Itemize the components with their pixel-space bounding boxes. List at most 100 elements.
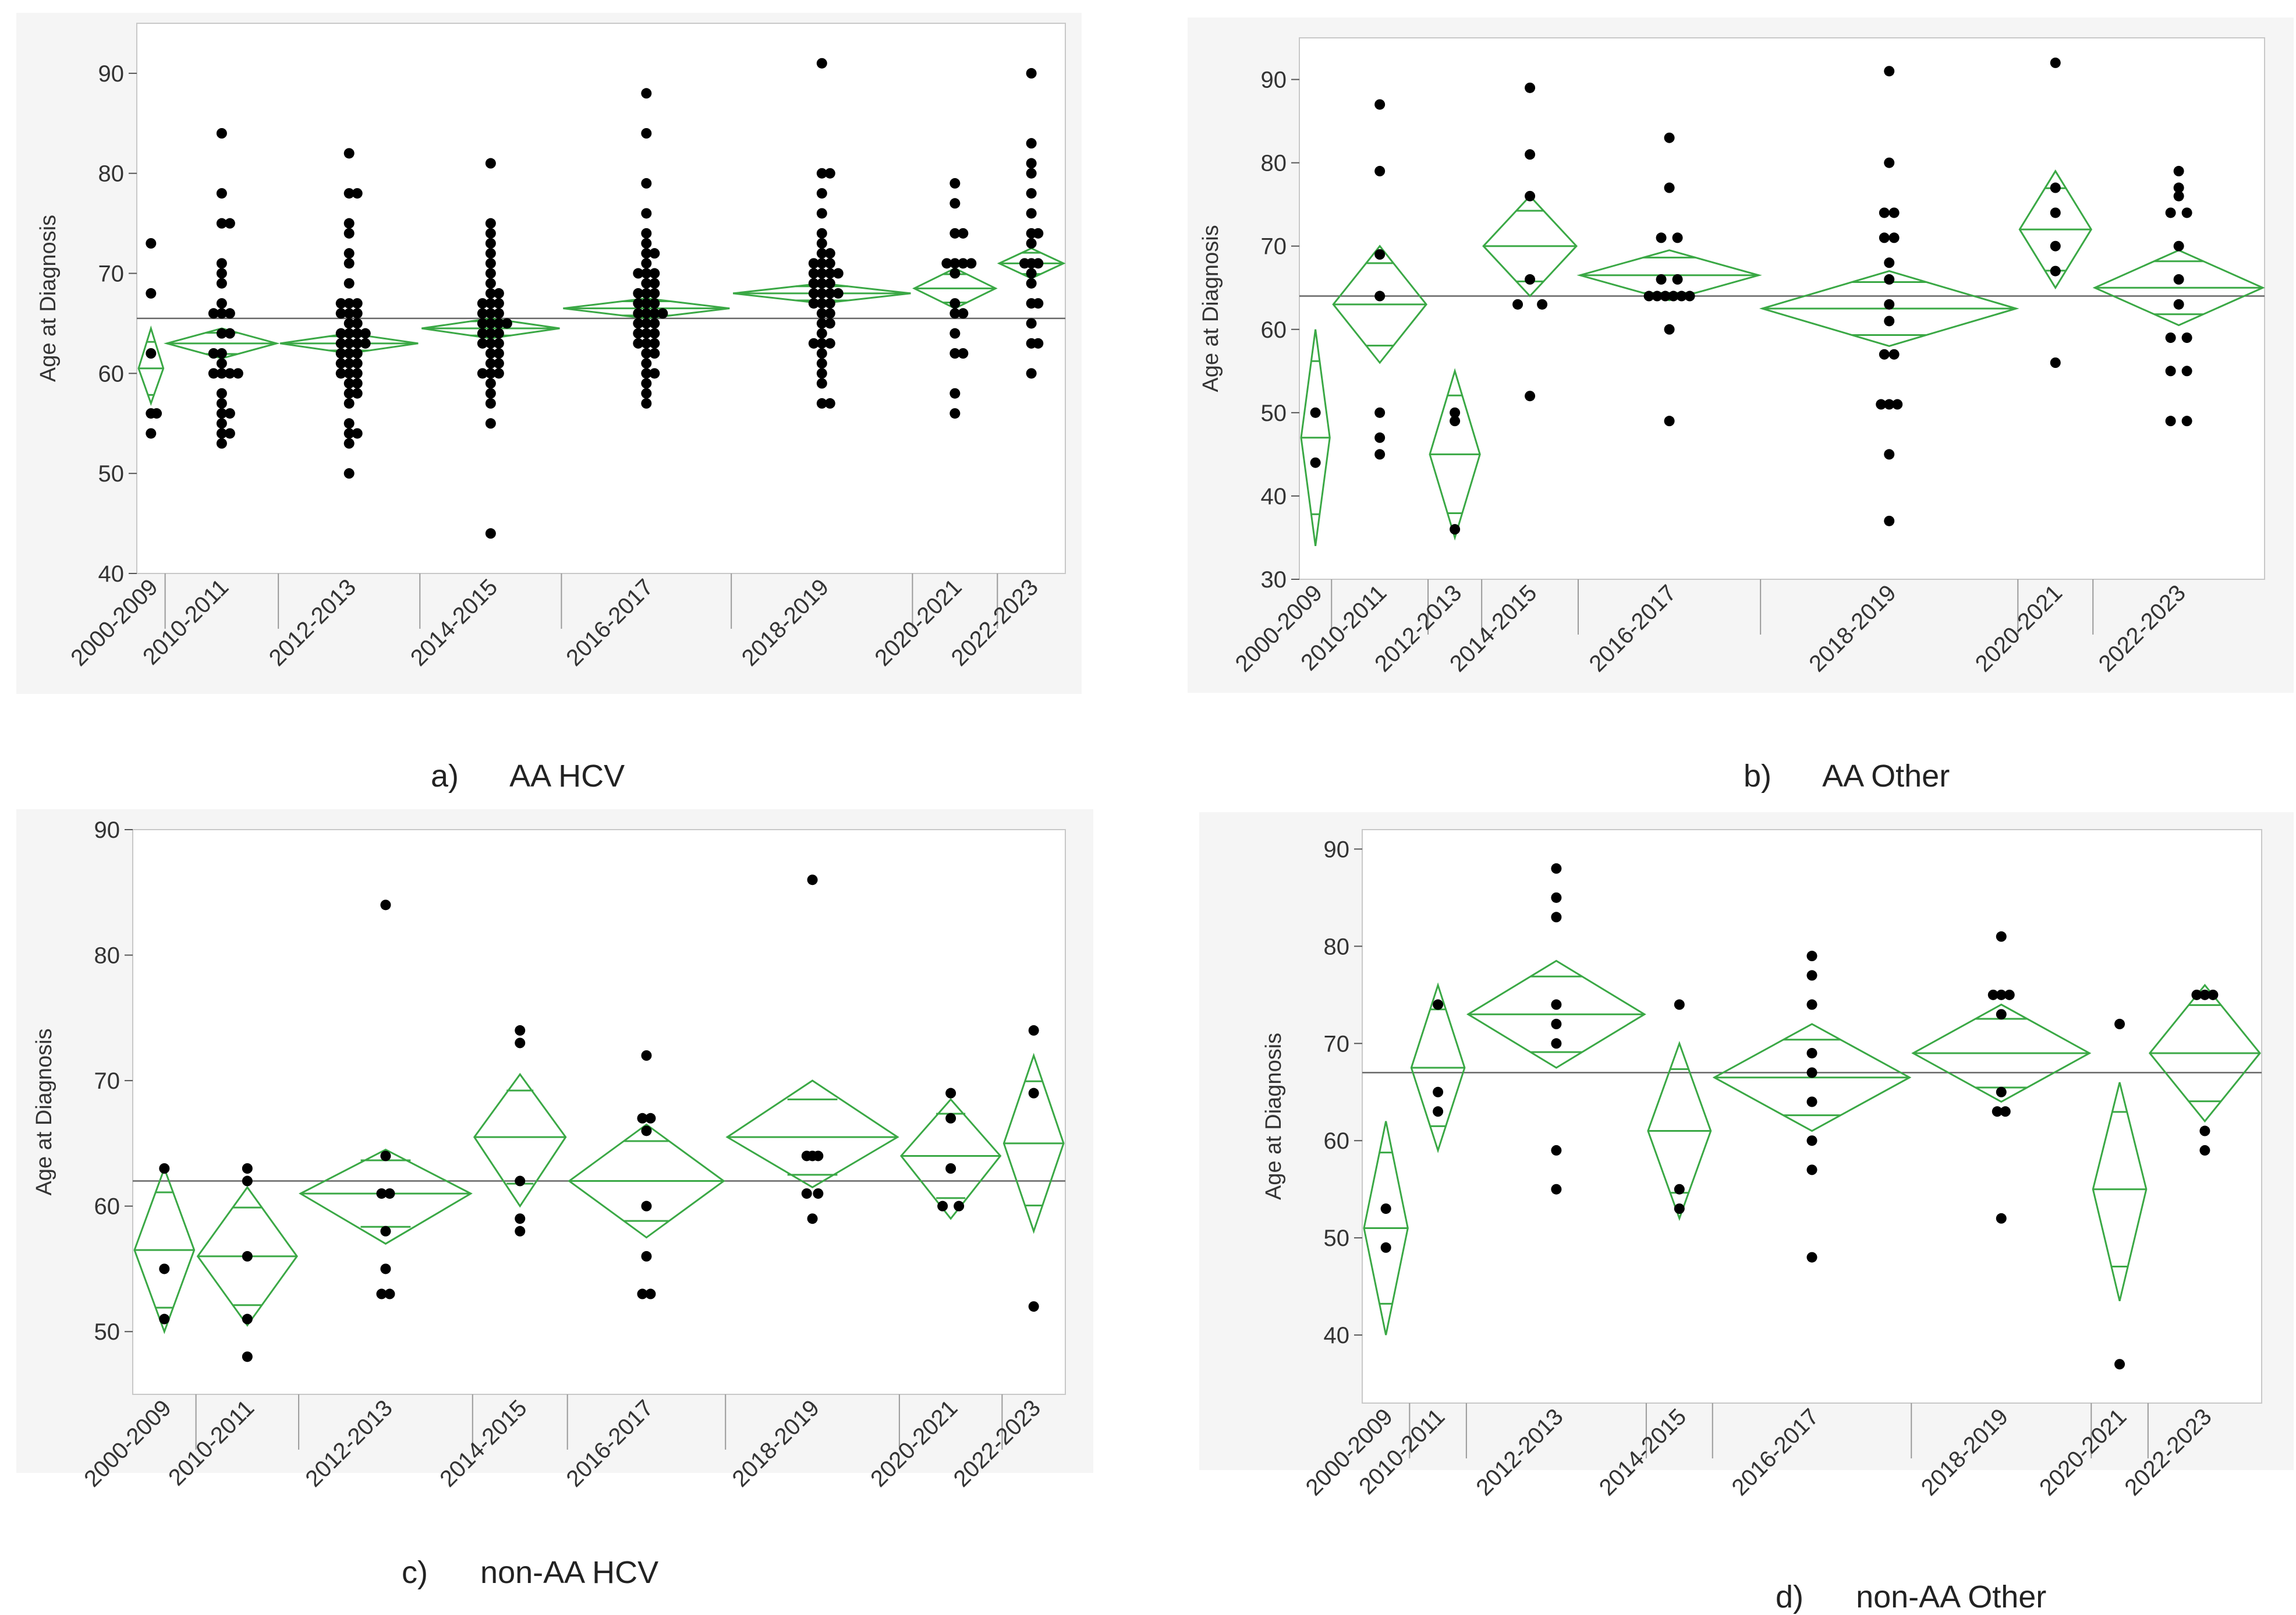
chart-a-data-point (335, 348, 346, 359)
caption-c: c) non-AA HCV (384, 1518, 658, 1591)
chart-a-data-point (1026, 278, 1037, 289)
chart-a-data-point (352, 378, 363, 389)
chart-a-data-point (335, 308, 346, 319)
chart-a-data-point (1026, 158, 1037, 169)
chart-a-data-point (649, 308, 660, 319)
chart-a-data-point (216, 328, 227, 339)
chart-a-data-point (493, 358, 504, 369)
chart-a-data-point (477, 368, 488, 379)
chart-a-data-point (1033, 258, 1044, 269)
chart-a-data-point (352, 318, 363, 329)
chart-a-data-point (335, 328, 346, 339)
chart-a-data-point (824, 258, 835, 269)
chart-a-data-point (216, 278, 227, 289)
chart-a-data-point (343, 218, 355, 229)
chart-a-data-point (816, 258, 827, 269)
chart-a-data-point (1026, 188, 1037, 199)
chart-a-data-point (633, 268, 644, 279)
chart-a-data-point (216, 268, 227, 279)
chart-a-data-point (649, 298, 660, 309)
chart-a-data-point (641, 348, 652, 359)
chart-a-data-point (208, 368, 219, 379)
chart-a-data-point (641, 178, 652, 189)
chart-a-data-point (824, 318, 835, 329)
chart-a-data-point (816, 288, 827, 299)
chart-a-data-point (208, 348, 219, 359)
chart-a-data-point (485, 268, 496, 279)
chart-a-data-point (1026, 238, 1037, 249)
chart-a-data-point (343, 438, 355, 449)
chart-a-data-point (816, 338, 827, 349)
chart-a-data-point (224, 408, 235, 419)
chart-a-data-point (335, 368, 346, 379)
chart-a-data-point (343, 378, 355, 389)
chart-a-data-point (352, 298, 363, 309)
chart-a-data-point (1026, 208, 1037, 219)
chart-a-data-point (633, 308, 644, 319)
chart-a-data-point (633, 318, 644, 329)
chart-a-data-point (641, 378, 652, 389)
chart-a-ytick-label: 50 (98, 461, 125, 487)
caption-a: a) AA HCV (413, 722, 625, 794)
chart-a-data-point (343, 188, 355, 199)
chart-a-data-point (216, 128, 227, 139)
chart-a-data-point (941, 258, 952, 269)
chart-a-data-point (352, 428, 363, 439)
chart-a-data-point (949, 258, 961, 269)
chart-a-data-point (641, 288, 652, 299)
chart-a-data-point (493, 328, 504, 339)
chart-a-data-point (816, 358, 827, 369)
chart-a-data-point (816, 348, 827, 359)
chart-a-data-point (352, 348, 363, 359)
chart-a-data-point (493, 368, 504, 379)
chart-a-data-point (485, 158, 496, 169)
chart-a-data-point (649, 318, 660, 329)
chart-a-data-point (958, 228, 969, 239)
chart-a-data-point (343, 388, 355, 399)
chart-a-data-point (949, 328, 961, 339)
chart-a-data-point (343, 428, 355, 439)
chart-a-data-point (216, 188, 227, 199)
caption-c-letter: c) (402, 1555, 428, 1590)
chart-a-data-point (485, 278, 496, 289)
chart-a-data-point (352, 188, 363, 199)
chart-a-data-point (958, 308, 969, 319)
chart-a-data-point (485, 248, 496, 259)
chart-a-data-point (493, 338, 504, 349)
chart-a-data-point (1026, 68, 1037, 79)
chart-a-data-point (485, 368, 496, 379)
chart-a-data-point (493, 298, 504, 309)
chart-a-data-point (824, 398, 835, 409)
chart-a-data-point (343, 328, 355, 339)
chart-a-data-point (816, 208, 827, 219)
chart-a-data-point (649, 288, 660, 299)
chart-a-data-point (477, 328, 488, 339)
chart-a-data-point (485, 348, 496, 359)
caption-a-letter: a) (431, 759, 459, 794)
chart-a-data-point (832, 268, 844, 279)
chart-a-data-point (816, 188, 827, 199)
chart-a-data-point (824, 298, 835, 309)
chart-a-data-point (966, 258, 977, 269)
chart-a-ytick-label: 40 (98, 561, 125, 587)
chart-a-data-point (633, 288, 644, 299)
chart-a-data-point (641, 308, 652, 319)
chart-a-data-point (216, 438, 227, 449)
chart-a-data-point (808, 268, 819, 279)
chart-a-data-point (485, 228, 496, 239)
chart-a-data-point (343, 348, 355, 359)
chart-a-data-point (343, 398, 355, 409)
chart-a-data-point (1033, 228, 1044, 239)
chart-a-data-point (146, 238, 157, 249)
chart-a-data-point (343, 298, 355, 309)
caption-b: b) AA Other (1726, 722, 1950, 794)
chart-a-data-point (146, 428, 157, 439)
chart-a-data-point (352, 328, 363, 339)
chart-a-ylabel: Age at Diagnosis (36, 215, 61, 382)
chart-a-data-point (485, 398, 496, 409)
chart-a-data-point (493, 348, 504, 359)
chart-a-data-point (641, 268, 652, 279)
chart-a-data-point (493, 308, 504, 319)
chart-a-data-point (824, 168, 835, 179)
chart-a-data-point (151, 408, 162, 419)
